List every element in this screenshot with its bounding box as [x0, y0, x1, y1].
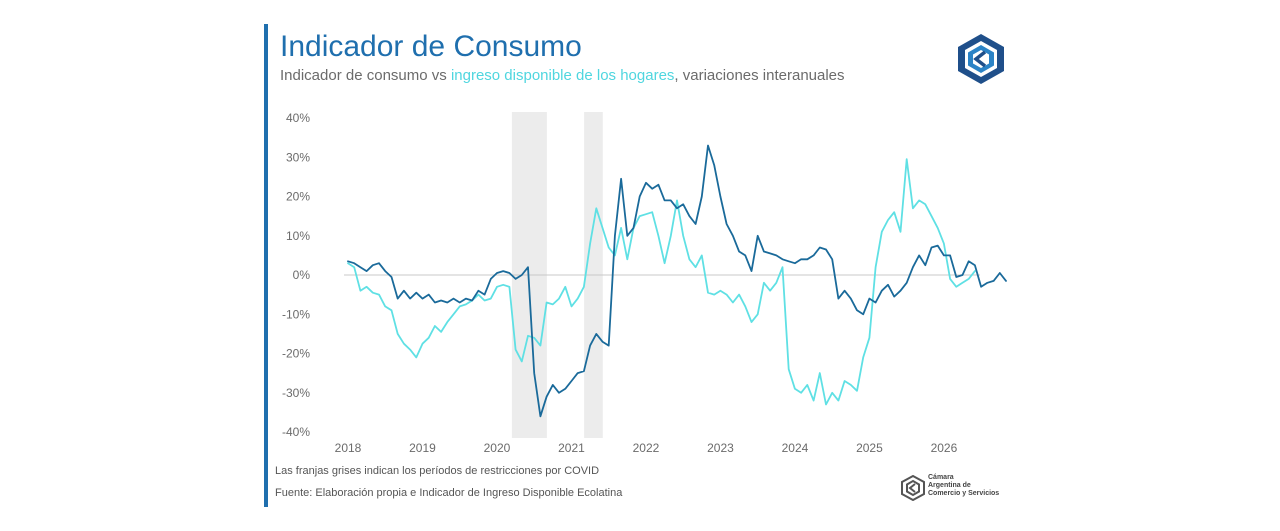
y-tick-label: 0%: [293, 268, 311, 282]
x-tick-label: 2024: [782, 441, 809, 455]
y-tick-label: 30%: [286, 150, 310, 164]
subtitle-prefix: Indicador de consumo vs: [280, 67, 451, 84]
y-tick-label: 40%: [286, 111, 310, 125]
subtitle-highlight: ingreso disponible de los hogares: [450, 67, 675, 84]
footer-logo: Cámara Argentina de Comercio y Servicios: [900, 473, 1015, 507]
x-tick-label: 2025: [856, 441, 883, 455]
y-tick-label: -40%: [282, 425, 310, 439]
subtitle-suffix: , variaciones interanuales: [674, 67, 845, 84]
y-tick-label: -20%: [282, 347, 310, 361]
x-tick-label: 2022: [633, 441, 660, 455]
x-tick-label: 2021: [558, 441, 585, 455]
chart-subtitle: Indicador de consumo vs ingreso disponib…: [280, 67, 845, 84]
series-line-ingreso: [347, 158, 976, 406]
x-tick-label: 2018: [335, 441, 362, 455]
source-note: Fuente: Elaboración propia e Indicador d…: [275, 487, 623, 499]
x-tick-label: 2020: [484, 441, 511, 455]
series-line-consumo: [347, 144, 1007, 418]
org-name: Cámara Argentina de Comercio y Servicios: [928, 474, 1018, 498]
chart-title: Indicador de Consumo: [280, 30, 582, 63]
line-chart: -40%-30%-20%-10%0%10%20%30%40% 2018 2019 2…: [282, 111, 1007, 455]
y-tick-label: 20%: [286, 190, 310, 204]
y-tick-label: 10%: [286, 229, 310, 243]
org-line-1: Cámara: [928, 474, 954, 481]
x-tick-label: 2026: [931, 441, 958, 455]
cac-logo-icon: [958, 34, 1004, 84]
y-axis: -40% -30% -20% -10% 0% 10% 20% 30% 40%: [282, 111, 310, 439]
y-tick-label: -10%: [282, 307, 310, 321]
cac-small-logo-icon: [901, 475, 925, 501]
covid-note: Las franjas grises indican los períodos …: [275, 465, 600, 477]
x-tick-label: 2019: [409, 441, 436, 455]
org-line-2: Argentina de: [928, 482, 971, 489]
y-tick-label: -30%: [282, 386, 310, 400]
x-tick-label: 2023: [707, 441, 734, 455]
x-axis: 2018 2019 2020 2021 2022 2023 2024 2025 2026: [335, 441, 958, 455]
series-group: [347, 144, 1007, 418]
org-line-3: Comercio y Servicios: [928, 490, 1000, 497]
accent-bar: [264, 24, 268, 507]
